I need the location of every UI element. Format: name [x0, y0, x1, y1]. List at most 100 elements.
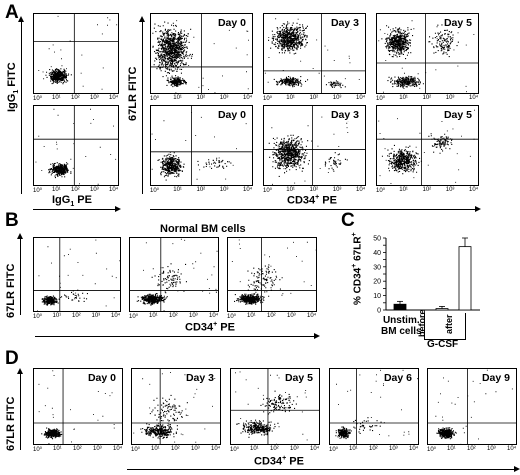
tick-label: 10²	[196, 95, 206, 101]
tick-labels: 10⁰ 10¹ 10² 10³ 10⁴	[263, 187, 366, 195]
y-tick-label: 10	[373, 293, 381, 300]
panel-d-day6-plot: Day 6	[329, 368, 419, 445]
panel-b-yarrow	[17, 233, 23, 315]
tick-label: 10⁴	[356, 187, 366, 193]
tick-label: 10¹	[286, 187, 295, 193]
panel-b-plot-1	[33, 237, 121, 312]
y-tick-label: 50	[373, 236, 381, 243]
panel-letter-d: D	[5, 348, 19, 369]
panel-d-day-label: Day 5	[284, 372, 313, 385]
tick-label: 10⁴	[243, 187, 253, 193]
y-tick-label: 0	[377, 308, 381, 315]
tick-label: 10⁴	[469, 187, 479, 193]
tick-label: 10³	[290, 446, 299, 452]
tick-label: 10¹	[286, 95, 295, 101]
tick-label: 10²	[73, 446, 82, 452]
tick-label: 10²	[422, 95, 432, 101]
panel-d-yarrow	[17, 368, 23, 450]
tick-label: 10⁰	[129, 314, 139, 320]
tick-label: 10⁰	[230, 447, 240, 453]
panel-a-bottom-day-label: Day 0	[217, 109, 246, 122]
tick-label: 10³	[189, 313, 198, 319]
tick-label: 10¹	[250, 446, 259, 452]
tick-label: 10⁴	[507, 446, 517, 452]
tick-label: 10⁴	[307, 313, 317, 319]
tick-label: 10⁴	[409, 446, 419, 452]
panel-c-gcsf-label: G-CSF	[427, 339, 459, 350]
tick-label: 10¹	[173, 187, 182, 193]
tick-label: 10²	[309, 187, 319, 193]
panel-a-main-xlabel: CD34+ PE	[287, 194, 337, 207]
panel-letter-a: A	[5, 2, 19, 23]
tick-label: 10⁰	[33, 188, 43, 194]
tick-label: 10¹	[149, 313, 158, 319]
panel-a-control-xlabel: IgG1 PE	[52, 194, 92, 209]
tick-labels: 10⁰ 10¹ 10² 10³ 10⁴	[376, 95, 479, 103]
panel-b-title: Normal BM cells	[160, 223, 246, 235]
panel-a-top-day-label: Day 3	[330, 17, 359, 30]
panel-d-xarrow	[127, 466, 520, 472]
tick-labels: 10⁰ 10¹ 10² 10³ 10⁴	[150, 95, 253, 103]
tick-label: 10³	[90, 95, 99, 101]
tick-labels: 10⁰ 10¹ 10² 10³ 10⁴	[33, 313, 121, 321]
tick-label: 10¹	[151, 446, 160, 452]
tick-label: 10¹	[447, 446, 456, 452]
tick-label: 10²	[467, 446, 476, 452]
panel-d-xlabel: CD34+ PE	[254, 455, 304, 468]
panel-letter-c: C	[341, 210, 355, 231]
tick-label: 10¹	[52, 95, 61, 101]
tick-label: 10⁴	[113, 446, 123, 452]
tick-labels: 10⁰ 10¹ 10² 10³ 10⁴	[427, 446, 517, 454]
panel-d-day3-plot: Day 3	[131, 368, 221, 445]
tick-label: 10³	[332, 95, 342, 101]
tick-label: 10⁰	[263, 188, 273, 194]
panel-a-top-day0-plot: Day 0	[150, 13, 253, 94]
panel-b-plot-3	[227, 237, 317, 312]
tick-label: 10⁰	[33, 314, 43, 320]
tick-label: 10¹	[52, 313, 62, 319]
panel-d-day-label: Day 3	[185, 372, 214, 385]
tick-labels: 10⁰ 10¹ 10² 10³ 10⁴	[33, 95, 119, 103]
tick-label: 10¹	[52, 187, 61, 193]
tick-label: 10³	[287, 313, 296, 319]
y-tick-label: 40	[373, 250, 381, 257]
panel-a-top-day-label: Day 5	[443, 17, 472, 30]
tick-label: 10⁰	[427, 447, 437, 453]
tick-label: 10⁰	[150, 96, 160, 102]
tick-label: 10⁰	[329, 447, 339, 453]
panel-c-unstim-label: Unstim. BM cells	[381, 315, 422, 337]
panel-d-day-label: Day 9	[481, 372, 510, 385]
tick-label: 10²	[169, 313, 178, 319]
panel-c-gcsf-bracket	[424, 313, 466, 340]
tick-label: 10⁴	[310, 446, 320, 452]
panel-d-day5-plot: Day 5	[230, 368, 320, 445]
tick-label: 10⁴	[469, 95, 479, 101]
tick-label: 10³	[191, 446, 200, 452]
panel-a-control-yarrow	[18, 16, 24, 194]
panel-a-top-day3-plot: Day 3	[263, 13, 366, 94]
tick-label: 10²	[270, 446, 279, 452]
tick-label: 10¹	[399, 95, 408, 101]
tick-label: 10¹	[247, 313, 256, 319]
tick-label: 10²	[369, 446, 378, 452]
tick-label: 10¹	[173, 95, 182, 101]
tick-labels: 10⁰ 10¹ 10² 10³ 10⁴	[329, 446, 419, 454]
panel-a-bottom-day-label: Day 3	[330, 109, 359, 122]
tick-labels: 10⁰ 10¹ 10² 10³ 10⁴	[33, 187, 119, 195]
bar	[435, 308, 449, 311]
tick-label: 10³	[445, 95, 455, 101]
tick-labels: 10⁰ 10¹ 10² 10³ 10⁴	[33, 446, 123, 454]
tick-label: 10³	[219, 187, 229, 193]
tick-label: 10⁴	[111, 313, 121, 319]
tick-label: 10⁴	[109, 187, 119, 193]
tick-labels: 10⁰ 10¹ 10² 10³ 10⁴	[230, 446, 320, 454]
panel-a-control-bottom-plot	[33, 105, 119, 186]
tick-labels: 10⁰ 10¹ 10² 10³ 10⁴	[376, 187, 479, 195]
tick-label: 10³	[332, 187, 342, 193]
tick-label: 10³	[445, 187, 455, 193]
y-tick-label: 20	[373, 279, 381, 286]
tick-label: 10²	[171, 446, 180, 452]
panel-d-day-label: Day 6	[383, 372, 412, 385]
panel-a-top-day-label: Day 0	[217, 17, 246, 30]
tick-label: 10³	[487, 446, 496, 452]
